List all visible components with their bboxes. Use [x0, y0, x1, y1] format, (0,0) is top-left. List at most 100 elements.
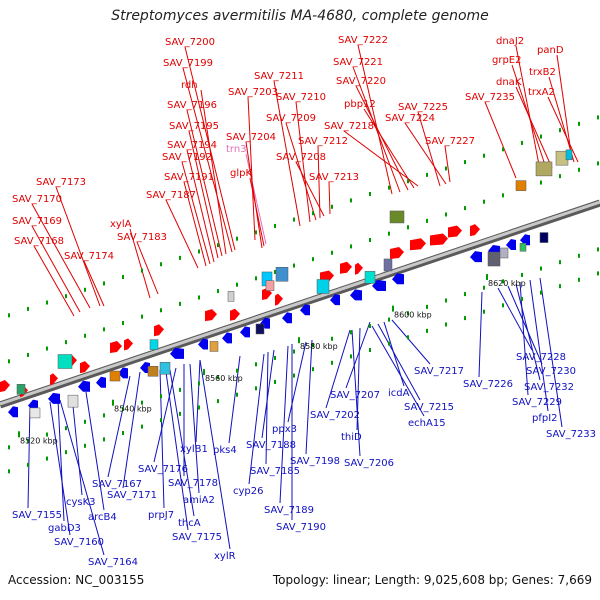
track-dot	[198, 405, 200, 410]
forward-gene-arrow	[340, 261, 352, 274]
bottom-label-connector	[57, 399, 65, 522]
top-label-connector	[328, 181, 331, 215]
track-dot	[27, 352, 29, 357]
track-dot	[293, 263, 295, 268]
bottom-gene-label: ppx3	[272, 424, 297, 435]
reverse-gene-arrow	[170, 347, 184, 359]
feature-box	[539, 232, 549, 243]
track-dot	[160, 418, 162, 423]
top-gene-label: SAV_7195	[169, 121, 219, 132]
bottom-gene-label: icdA	[388, 388, 410, 399]
track-dot	[445, 298, 447, 303]
top-gene-label: SAV_7222	[338, 35, 388, 46]
bottom-label-connector	[345, 321, 371, 389]
track-dot	[217, 399, 219, 404]
scale-tick-label: 8520 kbp	[20, 436, 58, 445]
bottom-gene-label: thcA	[178, 518, 201, 529]
track-dot	[426, 172, 428, 177]
track-dot	[46, 456, 48, 461]
feature-box	[109, 370, 121, 382]
track-dot	[426, 218, 428, 223]
reverse-gene-arrow	[240, 326, 250, 338]
bottom-label-connector	[507, 285, 543, 365]
bottom-gene-label: pks4	[213, 445, 237, 456]
track-dot	[8, 469, 10, 474]
top-gene-label: SAV_7218	[324, 121, 374, 132]
scale-tick-mark	[203, 369, 205, 376]
top-label-connector	[343, 130, 419, 187]
track-dot	[217, 243, 219, 248]
bottom-label-connector	[279, 345, 289, 504]
bottom-gene-label: xylB1	[180, 444, 208, 455]
bottom-gene-label: SAV_7176	[138, 464, 188, 475]
bottom-label-connector	[305, 339, 313, 455]
track-dot	[578, 121, 580, 126]
track-dot	[578, 277, 580, 282]
track-dot	[27, 306, 29, 311]
track-dot	[179, 255, 181, 260]
bottom-label-connector	[71, 395, 83, 496]
top-gene-label: xylA	[110, 219, 132, 230]
bottom-gene-label: SAV_7155	[12, 510, 62, 521]
track-dot	[122, 275, 124, 280]
track-dot	[502, 147, 504, 152]
reverse-gene-arrow	[140, 361, 150, 373]
top-gene-label: panD	[537, 45, 564, 56]
track-dot	[274, 223, 276, 228]
bottom-label-connector	[49, 401, 71, 536]
scale-tick-mark	[486, 274, 488, 281]
bottom-label-connector	[497, 287, 533, 351]
gene-features	[0, 149, 573, 419]
bottom-gene-label: SAV_7217	[414, 366, 464, 377]
bottom-gene-label: SAV_7189	[264, 505, 314, 516]
bottom-gene-label: prpJ7	[148, 510, 174, 521]
track-dot	[540, 266, 542, 271]
top-label-connector	[363, 108, 415, 189]
track-dot	[236, 368, 238, 373]
track-dot	[407, 179, 409, 184]
track-dot	[293, 373, 295, 378]
track-dot	[597, 161, 599, 166]
top-label-connector	[181, 161, 211, 265]
top-label-connector	[129, 228, 151, 299]
bottom-label-connectors	[27, 277, 563, 556]
top-label-connector	[182, 67, 233, 253]
bottom-label-connector	[189, 363, 200, 494]
top-gene-label: SAV_7173	[36, 177, 86, 188]
track-dots	[8, 115, 599, 474]
track-dot	[464, 160, 466, 165]
track-dot	[388, 231, 390, 236]
bottom-gene-label: SAV_7207	[330, 390, 380, 401]
scale-tick-mark	[18, 431, 20, 438]
top-gene-label: SAV_7220	[336, 76, 386, 87]
track-dot	[597, 247, 599, 252]
bottom-label-connector	[377, 323, 421, 401]
track-dot	[521, 296, 523, 301]
track-dot	[8, 359, 10, 364]
top-label-connector	[245, 153, 267, 245]
top-label-connector	[317, 145, 321, 219]
forward-gene-arrow	[0, 380, 10, 392]
top-gene-label: glpK	[230, 168, 252, 179]
top-gene-label: SAV_7196	[167, 100, 217, 111]
forward-gene-arrow	[390, 246, 404, 259]
reverse-gene-arrow	[96, 376, 106, 388]
top-gene-label: pbp12	[344, 99, 376, 110]
scale-tick-label: 8540 kbp	[114, 405, 152, 414]
track-dot	[141, 268, 143, 273]
top-label-connector	[515, 86, 553, 169]
top-label-connector	[136, 241, 159, 295]
track-dot	[103, 327, 105, 332]
track-dot	[179, 411, 181, 416]
bottom-gene-label: SAV_7164	[88, 557, 138, 568]
top-gene-label: SAV_7191	[164, 172, 214, 183]
track-dot	[122, 431, 124, 436]
feature-box	[519, 243, 527, 252]
track-dot	[103, 281, 105, 286]
top-label-connector	[31, 203, 91, 309]
track-dot	[540, 180, 542, 185]
track-dot	[578, 253, 580, 258]
top-gene-label: SAV_7187	[146, 190, 196, 201]
top-gene-label: SAV_7224	[385, 113, 435, 124]
feature-box	[275, 267, 289, 282]
